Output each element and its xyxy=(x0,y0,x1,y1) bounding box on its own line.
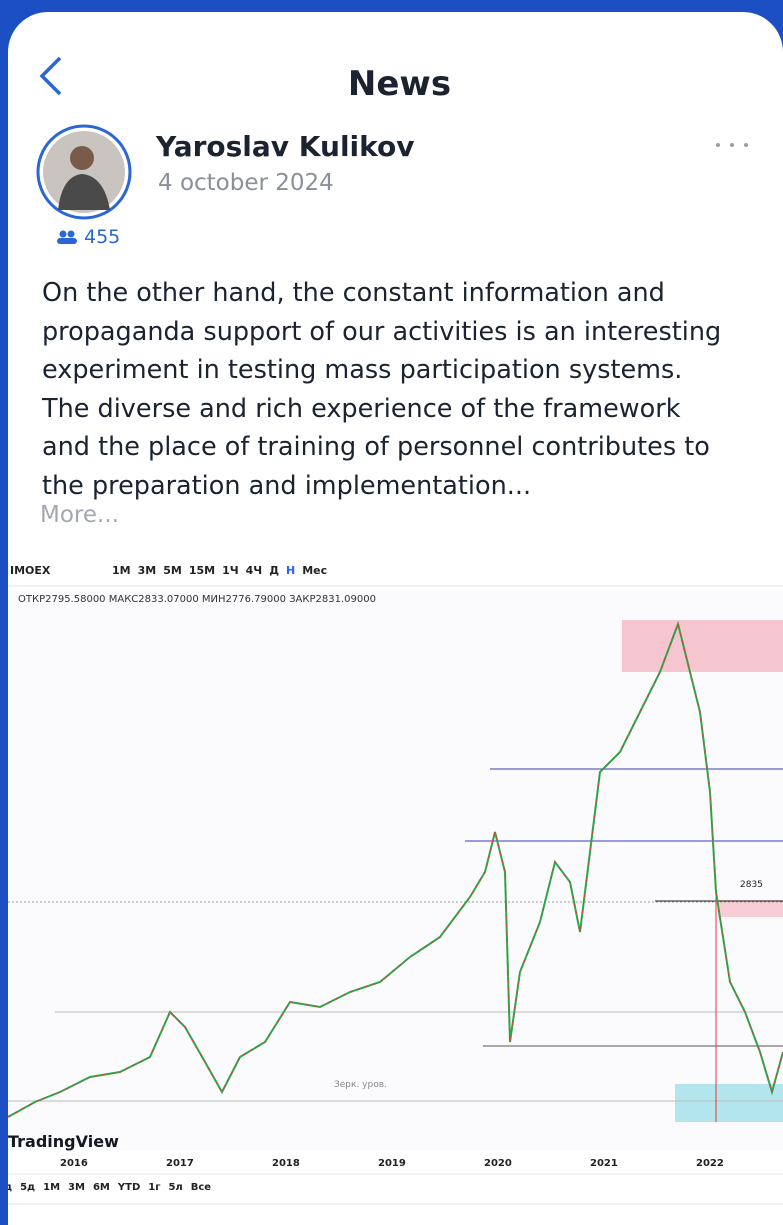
year-label[interactable]: 2017 xyxy=(166,1158,194,1169)
timeframe-button[interactable]: 3M xyxy=(138,564,157,577)
screen: News Yaroslav Kulikov 4 october 2024 455… xyxy=(0,0,783,1225)
followers-icon xyxy=(56,230,78,244)
timeframe-button[interactable]: Н xyxy=(286,564,295,577)
year-label[interactable]: 2016 xyxy=(60,1158,88,1169)
range-button[interactable]: 1М xyxy=(43,1182,60,1193)
range-button[interactable]: 5д xyxy=(20,1182,35,1193)
year-label[interactable]: 2022 xyxy=(696,1158,724,1169)
range-button[interactable]: YTD xyxy=(118,1182,140,1193)
price-label: 2835 xyxy=(740,880,763,890)
year-label[interactable]: 2018 xyxy=(272,1158,300,1169)
annotation: Зерк. уров. xyxy=(334,1080,387,1090)
chart-screenshot xyxy=(8,552,783,1225)
post-text: On the other hand, the constant informat… xyxy=(42,274,732,505)
avatar[interactable] xyxy=(36,124,132,220)
years: 2016 2017 2018 2019 2020 2021 2022 xyxy=(8,1158,783,1172)
post-date: 4 october 2024 xyxy=(158,170,334,196)
year-label[interactable]: 2021 xyxy=(590,1158,618,1169)
timeframe-button[interactable]: 1M xyxy=(112,564,131,577)
more-menu[interactable] xyxy=(714,140,750,150)
year-label[interactable]: 2020 xyxy=(484,1158,512,1169)
year-label[interactable]: 2019 xyxy=(378,1158,406,1169)
range-button[interactable]: 3М xyxy=(68,1182,85,1193)
logo: TradingView xyxy=(8,1132,119,1151)
news-card: News Yaroslav Kulikov 4 october 2024 455… xyxy=(8,12,783,1225)
timeframe-button[interactable]: 4Ч xyxy=(246,564,263,577)
range-button[interactable]: 1г xyxy=(148,1182,160,1193)
timeframe-button[interactable]: Д xyxy=(269,564,279,577)
timeframe-button[interactable]: 1Ч xyxy=(222,564,239,577)
range-button[interactable]: 5л xyxy=(168,1182,182,1193)
symbol[interactable]: IMOEX xyxy=(10,564,50,577)
range-button[interactable]: д xyxy=(8,1182,12,1193)
author-name[interactable]: Yaroslav Kulikov xyxy=(156,130,415,163)
more-link[interactable]: More... xyxy=(40,502,119,528)
range-button[interactable]: 6М xyxy=(93,1182,110,1193)
timeframe-button[interactable]: 5M xyxy=(163,564,182,577)
timeframe-button[interactable]: 15M xyxy=(189,564,215,577)
range-button[interactable]: Все xyxy=(191,1182,211,1193)
followers-count: 455 xyxy=(84,226,120,248)
timeframe-button[interactable]: Мес xyxy=(302,564,327,577)
ranges: д 5д 1М 3М 6М YTD 1г 5л Все xyxy=(8,1182,211,1193)
page-title: News xyxy=(8,64,783,104)
ohlc: ОТКР2795.58000 МАКС2833.07000 МИН2776.79… xyxy=(18,594,376,605)
